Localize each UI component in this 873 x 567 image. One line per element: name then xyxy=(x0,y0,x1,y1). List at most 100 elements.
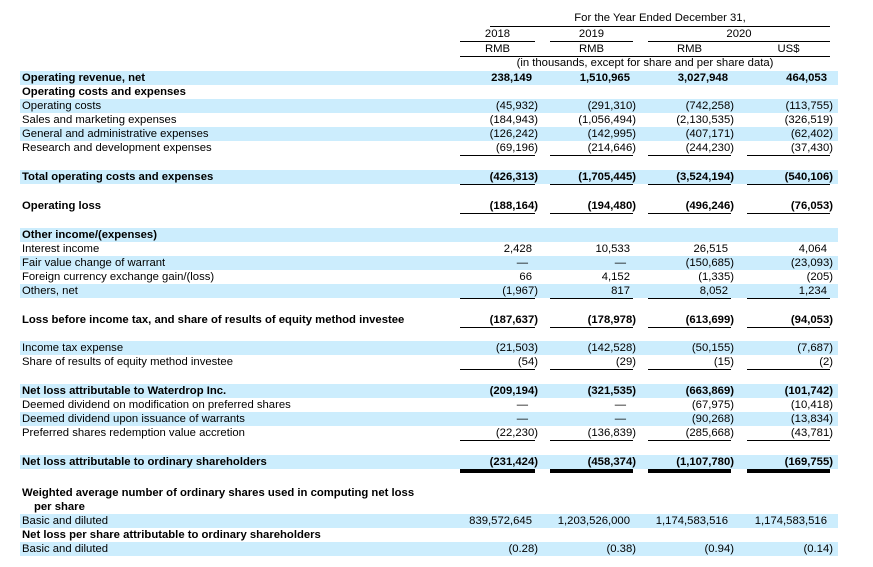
total-rule xyxy=(648,184,731,185)
row-label: Net loss per share attributable to ordin… xyxy=(22,529,321,541)
currency-2020-usd: US$ xyxy=(777,43,800,55)
row-value: (205) xyxy=(806,271,833,283)
row-value: (29) xyxy=(615,356,636,368)
row-value: (10,418) xyxy=(790,399,833,411)
table-row xyxy=(20,455,838,469)
row-value: — xyxy=(516,413,528,425)
total-rule xyxy=(550,298,633,299)
row-value: (67,975) xyxy=(691,399,734,411)
row-value: (0.14) xyxy=(803,543,833,555)
total-rule xyxy=(747,440,830,441)
total-rule xyxy=(550,213,633,214)
row-value: 1,510,965 xyxy=(579,72,630,84)
row-value: — xyxy=(516,399,528,411)
row-label: Weighted average number of ordinary shar… xyxy=(22,487,415,499)
row-value: 8,052 xyxy=(699,285,728,297)
total-rule xyxy=(460,469,535,471)
row-value: (43,781) xyxy=(790,427,833,439)
total-rule xyxy=(460,155,535,156)
row-label: Interest income xyxy=(22,243,100,255)
row-value: — xyxy=(614,399,626,411)
row-value: 4,064 xyxy=(798,243,827,255)
row-label: Fair value change of warrant xyxy=(22,257,166,269)
row-value: (22,230) xyxy=(495,427,538,439)
year-2020: 2020 xyxy=(726,28,752,40)
row-label: Basic and diluted xyxy=(22,515,109,527)
total-rule xyxy=(460,327,535,328)
total-rule xyxy=(550,440,633,441)
year-rule xyxy=(550,41,633,42)
row-value: (496,246) xyxy=(685,200,734,212)
row-value: (2) xyxy=(819,356,833,368)
row-value: (62,402) xyxy=(790,128,833,140)
row-label: Foreign currency exchange gain/(loss) xyxy=(22,271,215,283)
total-rule xyxy=(747,184,830,185)
table-row xyxy=(20,256,838,270)
total-rule xyxy=(747,155,830,156)
row-value: (458,374) xyxy=(587,456,636,468)
period-header: For the Year Ended December 31, xyxy=(574,12,746,24)
total-rule xyxy=(550,327,633,328)
row-value: (45,932) xyxy=(495,100,538,112)
row-value: 1,203,526,000 xyxy=(557,515,630,527)
table-row xyxy=(20,99,838,113)
row-label: Loss before income tax, and share of res… xyxy=(22,314,405,326)
row-label: General and administrative expenses xyxy=(22,128,209,140)
row-value: (2,130,535) xyxy=(676,114,734,126)
row-value: 817 xyxy=(611,285,630,297)
row-value: (113,755) xyxy=(785,100,833,112)
row-value: 26,515 xyxy=(693,243,728,255)
row-value: (321,535) xyxy=(587,385,636,397)
row-label: Operating costs and expenses xyxy=(22,86,186,98)
row-value: (76,053) xyxy=(790,200,833,212)
row-value: (21,503) xyxy=(495,342,538,354)
row-label: Operating loss xyxy=(22,200,102,212)
currency-rule xyxy=(460,56,830,57)
row-value: (194,480) xyxy=(587,200,636,212)
units-note: (in thousands, except for share and per … xyxy=(516,57,774,69)
row-label: Net loss attributable to Waterdrop Inc. xyxy=(22,385,227,397)
table-row xyxy=(20,341,838,355)
table-row xyxy=(20,384,838,398)
row-value: (613,699) xyxy=(685,314,734,326)
row-value: 238,149 xyxy=(491,72,532,84)
row-value: — xyxy=(614,413,626,425)
total-rule xyxy=(550,184,633,185)
row-label: Income tax expense xyxy=(22,342,124,354)
row-value: (326,519) xyxy=(784,114,833,126)
table-row xyxy=(20,228,838,242)
row-label: Operating revenue, net xyxy=(22,72,146,84)
row-value: 1,174,583,516 xyxy=(754,515,827,527)
row-value: (37,430) xyxy=(790,142,833,154)
total-rule xyxy=(550,369,633,370)
table-row xyxy=(20,284,838,298)
row-value: 4,152 xyxy=(601,271,630,283)
row-value: (663,869) xyxy=(685,385,734,397)
row-value: (1,056,494) xyxy=(578,114,636,126)
row-label: Deemed dividend on modification on prefe… xyxy=(22,399,291,411)
total-rule xyxy=(648,369,731,370)
row-value: (426,313) xyxy=(489,171,538,183)
row-value: (169,755) xyxy=(784,456,833,468)
currency-2019: RMB xyxy=(578,43,605,55)
row-value: (101,742) xyxy=(784,385,833,397)
table-row xyxy=(20,170,838,184)
row-value: (285,668) xyxy=(685,427,734,439)
row-label: Other income/(expenses) xyxy=(22,229,157,241)
year-2019: 2019 xyxy=(578,28,605,40)
total-rule xyxy=(648,298,731,299)
total-rule xyxy=(747,469,830,471)
row-label: Share of results of equity method invest… xyxy=(22,356,233,368)
row-value: 2,428 xyxy=(503,243,532,255)
row-value: (291,310) xyxy=(587,100,636,112)
row-value: 1,174,583,516 xyxy=(655,515,728,527)
row-value: (407,171) xyxy=(685,128,734,140)
row-value: 464,053 xyxy=(786,72,827,84)
total-rule xyxy=(747,213,830,214)
row-value: (50,155) xyxy=(691,342,734,354)
row-label: Preferred shares redemption value accret… xyxy=(22,427,245,439)
total-rule xyxy=(460,369,535,370)
total-rule xyxy=(747,327,830,328)
table-row xyxy=(20,514,838,528)
